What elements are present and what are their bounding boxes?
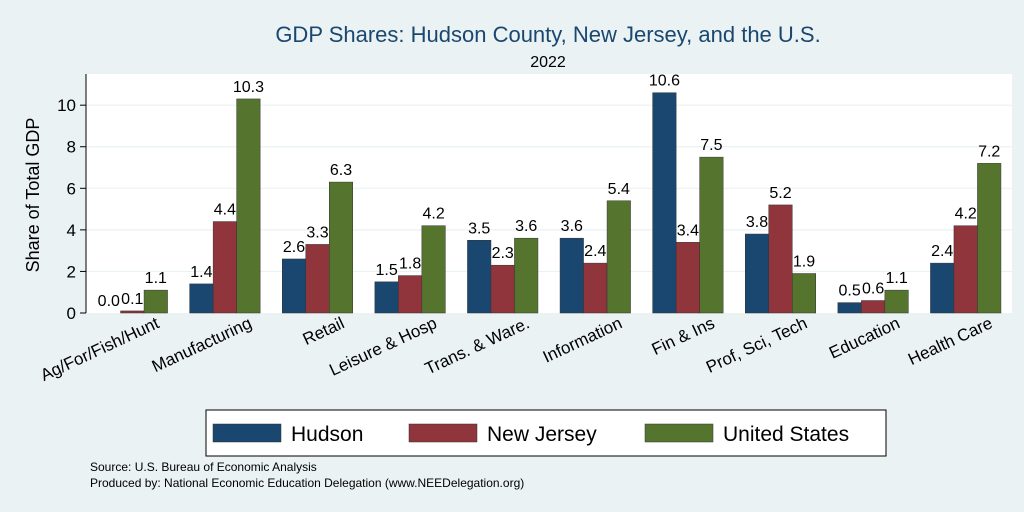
x-category-label: Ag/For/Fish/Hunt: [38, 313, 163, 385]
legend-label: United States: [723, 423, 849, 446]
bar-new-jersey: [398, 275, 423, 314]
bar-united-states: [514, 237, 539, 314]
bar-new-jersey: [861, 300, 886, 314]
legend: Hudson New Jersey United States: [205, 409, 887, 457]
bar-value-label: 1.1: [885, 270, 907, 287]
bar-value-label: 1.9: [793, 254, 815, 271]
legend-label: New Jersey: [487, 423, 597, 446]
bar-value-label: 4.4: [214, 202, 236, 219]
bar-value-label: 3.6: [515, 218, 537, 235]
bar-united-states: [792, 273, 816, 314]
bar-value-label: 2.3: [492, 245, 514, 262]
bar-value-label: 2.6: [283, 239, 305, 256]
bar-new-jersey: [305, 244, 330, 314]
x-category-label: Education: [826, 313, 903, 362]
x-category-label: Manufacturing: [149, 313, 255, 376]
bar-united-states: [421, 225, 446, 314]
bar-new-jersey: [490, 264, 515, 314]
bar-united-states: [329, 181, 353, 314]
x-category-label: Retail: [300, 313, 347, 349]
bar-new-jersey: [675, 242, 700, 314]
bar-value-label: 0.5: [838, 283, 860, 300]
y-tick-label: 10: [57, 96, 76, 115]
bar-value-label: 3.5: [468, 220, 490, 237]
bar-hudson: [374, 281, 399, 314]
y-tick-label: 6: [67, 179, 76, 198]
bar-value-label: 1.8: [399, 256, 421, 273]
chart-subtitle: 2022: [530, 54, 566, 71]
bar-value-label: 3.8: [746, 214, 768, 231]
source-note: Source: U.S. Bureau of Economic Analysis: [90, 460, 317, 474]
bar-new-jersey: [953, 225, 978, 314]
bar-united-states: [143, 289, 168, 314]
legend-swatch-hudson: [212, 423, 282, 443]
bar-hudson: [652, 92, 677, 314]
bar-hudson: [559, 237, 584, 314]
bar-value-label: 3.4: [677, 222, 699, 239]
bar-hudson: [930, 262, 955, 314]
bar-value-label: 7.5: [700, 137, 722, 154]
bar-value-label: 0.6: [862, 281, 884, 298]
x-category-label: Fin & Ins: [649, 313, 718, 359]
bar-new-jersey: [768, 204, 793, 314]
bar-value-label: 6.3: [330, 162, 352, 179]
bar-value-label: 4.2: [955, 206, 977, 223]
producer-note: Produced by: National Economic Education…: [90, 476, 525, 490]
bar-hudson: [837, 302, 862, 314]
bar-new-jersey: [583, 262, 608, 314]
y-tick-label: 2: [67, 262, 76, 281]
legend-swatch-united-states: [644, 423, 714, 443]
bar-hudson: [189, 283, 214, 314]
x-category-label: Health Care: [905, 313, 995, 369]
y-tick-label: 0: [67, 304, 76, 323]
y-tick-label: 4: [67, 221, 76, 240]
bar-united-states: [884, 289, 909, 314]
bar-new-jersey: [120, 310, 145, 314]
bar-value-label: 10.3: [233, 79, 264, 96]
bar-value-label: 4.2: [422, 206, 444, 223]
legend-box: [205, 409, 887, 457]
bar-value-label: 0.0: [98, 293, 120, 310]
y-tick-label: 8: [67, 138, 76, 157]
bar-value-label: 7.2: [978, 143, 1000, 160]
bar-value-label: 5.4: [608, 181, 630, 198]
legend-label: Hudson: [291, 423, 363, 446]
bar-value-label: 3.3: [306, 224, 328, 241]
y-axis-label: Share of Total GDP: [23, 118, 43, 273]
bar-united-states: [699, 156, 724, 314]
bar-value-label: 10.6: [649, 73, 680, 90]
bar-hudson: [467, 240, 492, 314]
bar-value-label: 3.6: [561, 218, 583, 235]
bar-value-label: 1.1: [145, 270, 167, 287]
bar-united-states: [977, 163, 1002, 314]
x-category-label: Prof, Sci, Tech: [703, 313, 810, 376]
chart-title: GDP Shares: Hudson County, New Jersey, a…: [275, 22, 820, 47]
x-category-label: Information: [540, 313, 625, 366]
x-category-label: Trans. & Ware.: [422, 313, 532, 378]
bar-united-states: [236, 98, 261, 314]
bar-value-label: 2.4: [931, 243, 953, 260]
bar-value-label: 1.5: [375, 262, 397, 279]
legend-swatch-new-jersey: [408, 423, 478, 443]
bar-value-label: 5.2: [769, 185, 791, 202]
bar-value-label: 1.4: [190, 264, 212, 281]
bar-value-label: 0.1: [121, 291, 143, 308]
bar-hudson: [745, 233, 769, 314]
bar-united-states: [606, 200, 631, 314]
bar-hudson: [282, 258, 306, 314]
bar-value-label: 2.4: [584, 243, 606, 260]
bar-new-jersey: [212, 221, 237, 314]
